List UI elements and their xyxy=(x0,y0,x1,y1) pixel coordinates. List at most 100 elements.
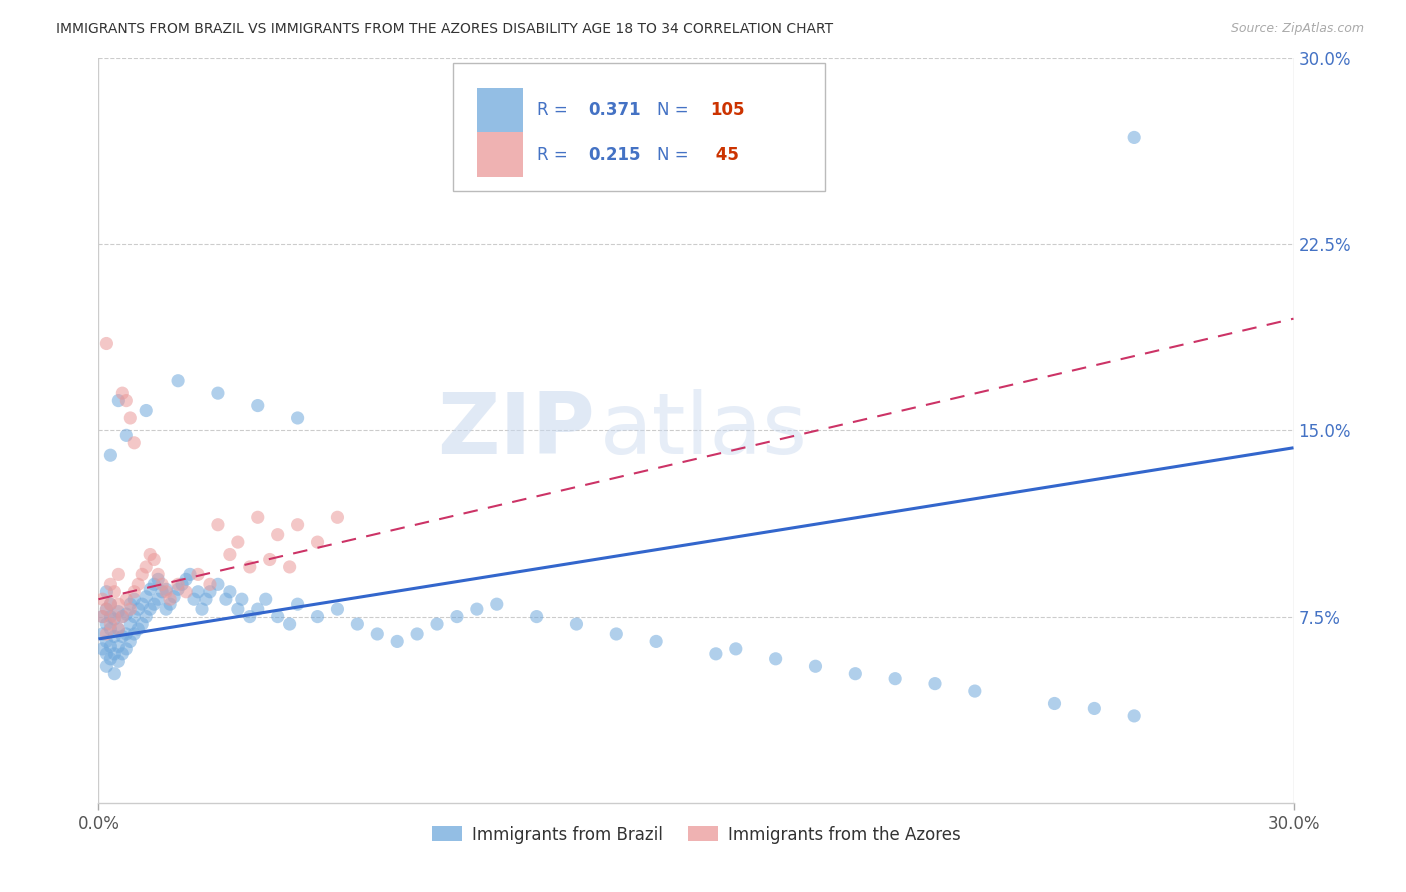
Point xyxy=(103,647,125,661)
Point xyxy=(326,602,349,616)
Point xyxy=(278,617,301,632)
Point xyxy=(246,399,269,413)
Point xyxy=(605,627,627,641)
Point xyxy=(198,577,221,591)
Point xyxy=(326,510,349,524)
Point xyxy=(139,548,162,562)
Point xyxy=(1043,697,1066,711)
Point xyxy=(150,577,173,591)
Point xyxy=(96,602,118,616)
Point xyxy=(98,617,122,632)
Point xyxy=(183,592,205,607)
Point xyxy=(198,584,221,599)
Point xyxy=(103,630,125,644)
Point xyxy=(765,652,787,666)
Point xyxy=(804,659,827,673)
Text: 45: 45 xyxy=(710,145,740,164)
Point xyxy=(96,617,118,632)
Text: 0.371: 0.371 xyxy=(589,101,641,120)
Point xyxy=(844,666,866,681)
Point xyxy=(174,584,197,599)
Point xyxy=(115,592,138,607)
Point xyxy=(111,630,134,644)
Point xyxy=(124,435,146,450)
Point xyxy=(98,622,122,636)
Point xyxy=(406,627,429,641)
Text: R =: R = xyxy=(537,145,574,164)
Point xyxy=(1083,701,1105,715)
Point xyxy=(91,609,114,624)
Point xyxy=(207,517,229,532)
Point xyxy=(103,609,125,624)
Point xyxy=(107,605,129,619)
Point xyxy=(98,597,122,611)
Point xyxy=(884,672,907,686)
Point xyxy=(120,634,142,648)
Point xyxy=(124,609,146,624)
Text: N =: N = xyxy=(657,145,693,164)
Point xyxy=(187,584,209,599)
Point xyxy=(704,647,727,661)
Point xyxy=(139,602,162,616)
Point xyxy=(120,602,142,616)
Point xyxy=(139,582,162,597)
Point xyxy=(163,590,186,604)
Bar xyxy=(477,87,523,132)
Point xyxy=(98,609,122,624)
Point xyxy=(385,634,409,648)
Point xyxy=(120,617,142,632)
Text: atlas: atlas xyxy=(600,389,808,472)
Point xyxy=(426,617,449,632)
Point xyxy=(131,567,153,582)
Text: R =: R = xyxy=(537,101,574,120)
Point xyxy=(115,627,138,641)
Point xyxy=(645,634,668,648)
Point xyxy=(107,597,129,611)
Point xyxy=(115,393,138,408)
Point xyxy=(91,592,114,607)
Point xyxy=(107,393,129,408)
Point xyxy=(111,647,134,661)
Point xyxy=(346,617,368,632)
Point xyxy=(207,386,229,401)
Point xyxy=(127,622,149,636)
Point xyxy=(111,386,134,401)
Point xyxy=(96,634,118,648)
Point xyxy=(246,602,269,616)
Legend: Immigrants from Brazil, Immigrants from the Azores: Immigrants from Brazil, Immigrants from … xyxy=(425,819,967,850)
Point xyxy=(155,584,177,599)
Point xyxy=(127,602,149,616)
Point xyxy=(174,573,197,587)
Point xyxy=(226,602,249,616)
Point xyxy=(1123,130,1146,145)
Point xyxy=(131,617,153,632)
Point xyxy=(107,654,129,668)
Point xyxy=(91,627,114,641)
Point xyxy=(98,640,122,654)
Point xyxy=(124,592,146,607)
Point xyxy=(150,584,173,599)
Point xyxy=(239,609,262,624)
Point xyxy=(107,640,129,654)
Point xyxy=(187,567,209,582)
Point xyxy=(120,597,142,611)
Point xyxy=(254,592,277,607)
Point xyxy=(115,641,138,656)
Point xyxy=(179,567,201,582)
Point xyxy=(120,411,142,425)
Point xyxy=(565,617,588,632)
Point xyxy=(115,607,138,621)
Point xyxy=(155,582,177,597)
Point xyxy=(924,676,946,690)
Point xyxy=(98,652,122,666)
Point xyxy=(366,627,388,641)
Point xyxy=(446,609,468,624)
Point xyxy=(143,577,166,591)
Point xyxy=(96,584,118,599)
Point xyxy=(167,374,190,388)
Text: ZIP: ZIP xyxy=(437,389,595,472)
Point xyxy=(231,592,253,607)
Point xyxy=(143,552,166,566)
Point xyxy=(239,560,262,574)
Point xyxy=(96,627,118,641)
